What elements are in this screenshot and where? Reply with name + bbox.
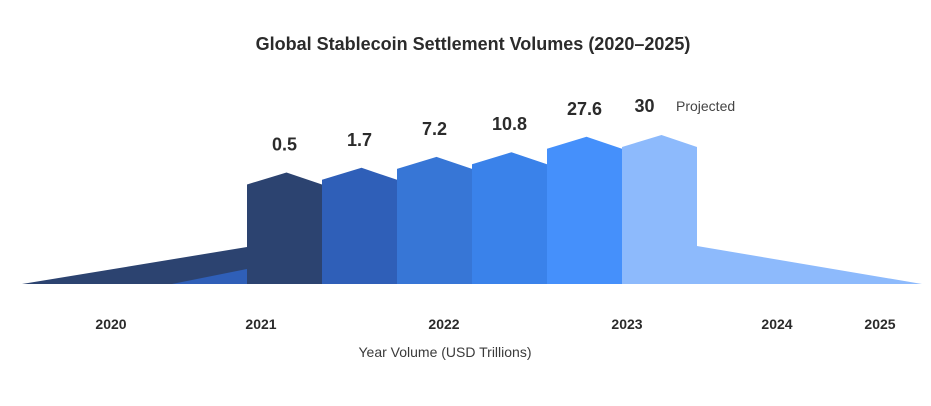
tick-label: 2020 xyxy=(95,316,126,332)
tick-label: 2021 xyxy=(245,316,276,332)
bar xyxy=(472,152,547,284)
tick-label: 2024 xyxy=(761,316,792,332)
data-label: 27.6 xyxy=(567,99,602,119)
data-label: 30 xyxy=(634,96,654,116)
bar xyxy=(397,156,472,284)
tick-label: 2023 xyxy=(611,316,642,332)
projected-annotation: Projected xyxy=(676,98,735,114)
data-label: 7.2 xyxy=(422,119,447,139)
data-label: 1.7 xyxy=(347,130,372,150)
chart-title: Global Stablecoin Settlement Volumes (20… xyxy=(256,34,691,54)
bar-layer xyxy=(247,135,697,284)
x-axis-ticks: 2020 2021 2022 2023 2024 2025 xyxy=(95,316,895,332)
value-label-layer: 0.5 1.7 7.2 10.8 27.6 30 xyxy=(272,96,655,154)
shadow-wedge xyxy=(22,247,247,284)
bar xyxy=(547,136,622,284)
bar xyxy=(622,135,697,284)
tick-label: 2022 xyxy=(428,316,459,332)
data-label: 0.5 xyxy=(272,134,297,154)
bar xyxy=(322,167,397,284)
tick-label: 2025 xyxy=(864,316,895,332)
x-axis-label: Year Volume (USD Trillions) xyxy=(359,344,532,360)
data-label: 10.8 xyxy=(492,114,527,134)
bar xyxy=(247,172,322,284)
